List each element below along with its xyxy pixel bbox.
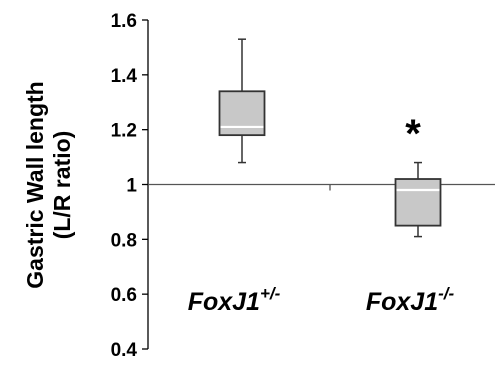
y-tick-label: 1.2 xyxy=(111,121,137,142)
boxes xyxy=(218,38,442,238)
box-iqr xyxy=(218,90,266,137)
y-tick-label: 1.4 xyxy=(111,66,138,87)
y-axis-title: Gastric Wall length (L/R ratio) xyxy=(22,81,75,288)
box-1 xyxy=(218,38,266,164)
x-category-label: FoxJ1+/- xyxy=(188,284,281,316)
y-tick-label: 0.6 xyxy=(111,285,137,306)
y-axis-title-line2: (L/R ratio) xyxy=(49,131,75,240)
box-2 xyxy=(394,161,442,238)
box-iqr xyxy=(394,178,442,227)
x-category-label: FoxJ1-/- xyxy=(366,284,455,316)
significance-asterisk: * xyxy=(405,112,421,156)
y-ticks: 0.4 0.6 0.8 1 1.2 1.4 1.6 xyxy=(111,11,148,361)
annotations: * xyxy=(405,112,421,156)
category-labels: FoxJ1+/- FoxJ1-/- xyxy=(188,284,455,316)
y-tick-label: 0.4 xyxy=(111,340,138,361)
y-tick-label: 1.6 xyxy=(111,11,137,32)
y-tick-label: 0.8 xyxy=(111,230,137,251)
y-axis-title-line1: Gastric Wall length xyxy=(22,81,48,288)
y-tick-label: 1 xyxy=(126,176,137,197)
